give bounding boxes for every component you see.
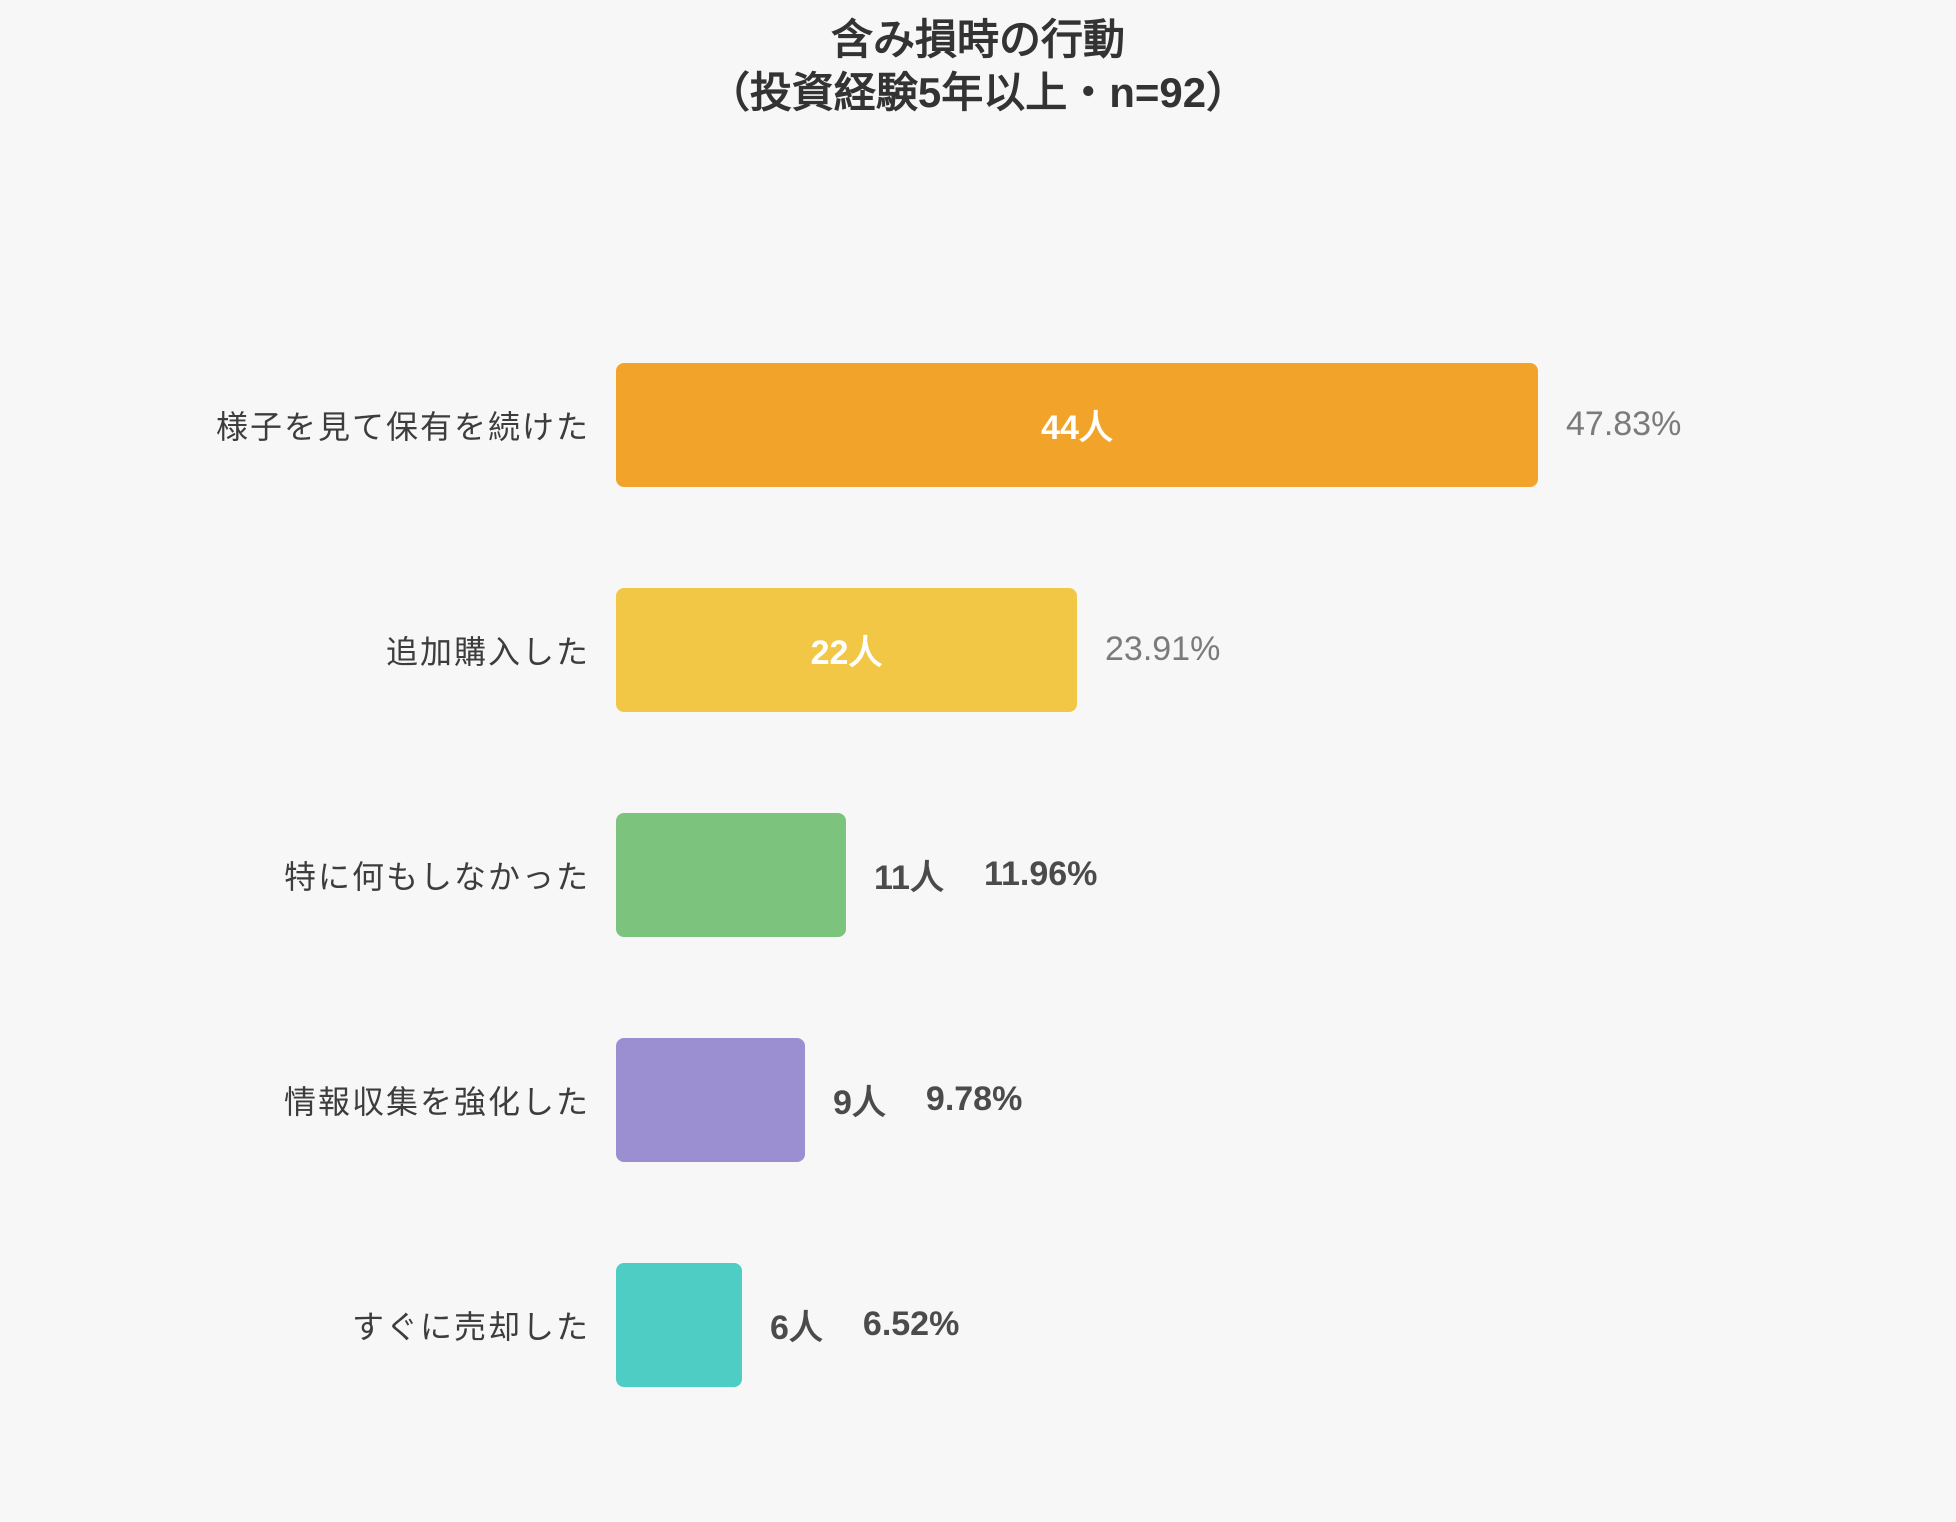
chart-row: 特に何もしなかった 11人 11.96% — [0, 762, 1956, 987]
chart-title-line1: 含み損時の行動 — [830, 16, 1125, 63]
chart-row: 追加購入した 22人 23.91% — [0, 537, 1956, 762]
bar-percent-label: 11.96% — [983, 855, 1098, 893]
bar-segment — [616, 1037, 805, 1162]
bar-area: 22人 23.91% — [616, 587, 1221, 712]
bar-segment — [616, 1262, 742, 1387]
bar-area: 9人 9.78% — [616, 1037, 1023, 1162]
chart-row: すぐに売却した 6人 6.52% — [0, 1212, 1956, 1437]
bar-chart: 様子を見て保有を続けた 44人 47.83% 追加購入した 22人 23.91%… — [0, 312, 1956, 1437]
bar-segment: 44人 — [616, 362, 1538, 487]
category-label: 特に何もしなかった — [283, 858, 590, 895]
bar-percent-label: 6.52% — [862, 1305, 960, 1343]
bar-percent-label: 9.78% — [925, 1080, 1023, 1118]
category-label: すぐに売却した — [351, 1308, 590, 1345]
bar-value-label: 22人 — [810, 634, 883, 672]
bar-value-label: 44人 — [1041, 409, 1113, 447]
chart-row: 情報収集を強化した 9人 9.78% — [0, 987, 1956, 1212]
bar-area: 11人 11.96% — [616, 812, 1098, 937]
bar-percent-label: 47.83% — [1566, 405, 1682, 443]
bar-segment: 22人 — [616, 587, 1077, 712]
category-label: 様子を見て保有を続けた — [215, 408, 590, 445]
chart-row: 様子を見て保有を続けた 44人 47.83% — [0, 312, 1956, 537]
chart-title-line2: （投資経験5年以上・n=92） — [707, 68, 1249, 116]
bar-count-label: 11人 — [874, 859, 944, 897]
bar-percent-label: 23.91% — [1105, 630, 1221, 668]
category-label: 追加購入した — [385, 633, 590, 670]
bar-area: 6人 6.52% — [616, 1262, 960, 1387]
bar-area: 44人 47.83% — [616, 362, 1682, 487]
bar-segment — [616, 812, 846, 937]
category-label: 情報収集を強化した — [283, 1083, 590, 1120]
chart-title: 含み損時の行動 （投資経験5年以上・n=92） — [0, 0, 1956, 120]
bar-count-label: 9人 — [833, 1084, 886, 1122]
bar-count-label: 6人 — [770, 1309, 823, 1347]
